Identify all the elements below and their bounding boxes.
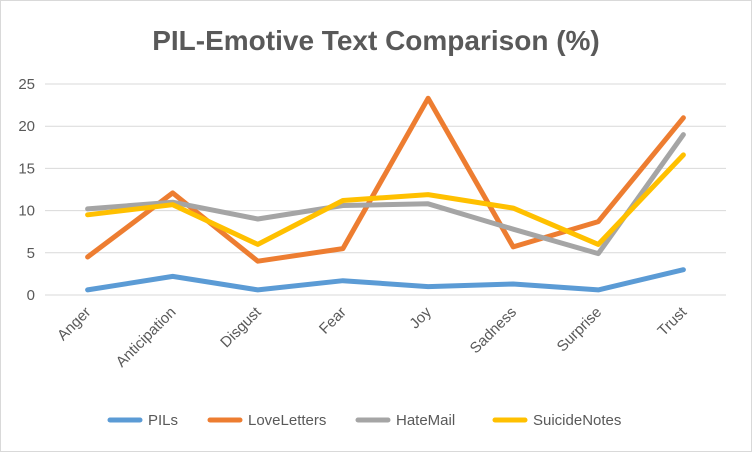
data-point	[512, 228, 514, 230]
data-point	[427, 97, 429, 99]
data-point	[342, 199, 344, 201]
legend-item-pils: PILs	[107, 412, 178, 429]
data-point	[342, 205, 344, 207]
y-tick-label: 0	[27, 287, 35, 304]
data-point	[682, 134, 684, 136]
x-tick-label: Anger	[54, 304, 94, 344]
data-point	[682, 154, 684, 156]
data-point	[512, 207, 514, 209]
data-point	[87, 214, 89, 216]
legend-label: SuicideNotes	[533, 412, 621, 429]
legend-label: LoveLetters	[248, 412, 326, 429]
data-point	[597, 253, 599, 255]
legend-label: HateMail	[396, 412, 455, 429]
x-tick-label: Sadness	[467, 304, 520, 357]
data-point	[172, 275, 174, 277]
y-tick-label: 20	[18, 118, 35, 135]
x-axis-ticks: Anger Anticipation Disgust Fear Joy Sadness Su…	[54, 303, 691, 370]
data-point	[257, 260, 259, 262]
x-tick-label: Fear	[316, 304, 350, 338]
data-point	[172, 204, 174, 206]
data-point	[682, 117, 684, 119]
data-point	[342, 280, 344, 282]
gridlines	[45, 83, 726, 296]
data-point	[257, 289, 259, 291]
data-point	[257, 218, 259, 220]
data-point	[427, 286, 429, 288]
data-point	[512, 246, 514, 248]
data-point	[87, 289, 89, 291]
y-tick-label: 25	[18, 76, 35, 93]
series-line-loveletters	[85, 95, 686, 264]
y-axis-ticks: 0 5 10 15 20 25	[18, 76, 35, 304]
data-point	[87, 256, 89, 258]
data-point	[597, 221, 599, 223]
x-tick-label: Trust	[654, 303, 690, 339]
y-tick-label: 5	[27, 245, 35, 262]
data-point	[682, 269, 684, 271]
chart-title: PIL-Emotive Text Comparison (%)	[152, 25, 600, 56]
series-line-pils	[85, 267, 686, 293]
series-line-hatemail	[85, 132, 686, 257]
series-lines	[85, 95, 686, 293]
data-point	[87, 208, 89, 210]
x-tick-label: Surprise	[554, 304, 606, 356]
legend-item-loveletters: LoveLetters	[207, 412, 326, 429]
x-tick-label: Joy	[406, 303, 435, 332]
data-point	[597, 243, 599, 245]
y-tick-label: 10	[18, 203, 35, 220]
data-point	[172, 192, 174, 194]
series-line-suicidenotes	[85, 152, 686, 247]
data-point	[597, 289, 599, 291]
legend-label: PILs	[148, 412, 178, 429]
legend-item-suicidenotes: SuicideNotes	[492, 412, 621, 429]
x-tick-label: Disgust	[217, 303, 265, 351]
data-point	[512, 283, 514, 285]
data-point	[342, 248, 344, 250]
legend: PILs LoveLetters HateMail SuicideNotes	[107, 412, 621, 429]
data-point	[427, 194, 429, 196]
data-point	[257, 243, 259, 245]
legend-item-hatemail: HateMail	[355, 412, 455, 429]
y-tick-label: 15	[18, 160, 35, 177]
data-point	[427, 203, 429, 205]
x-tick-label: Anticipation	[113, 304, 180, 371]
